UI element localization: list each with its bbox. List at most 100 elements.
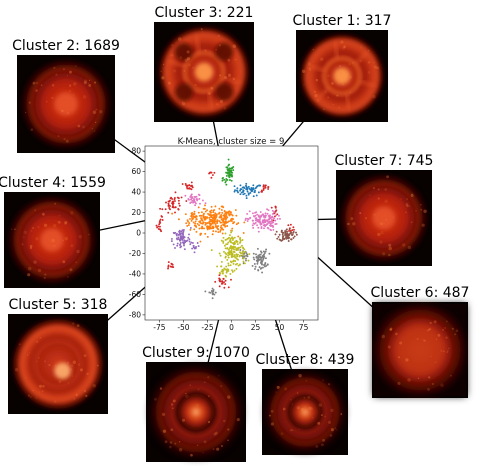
inset-grain — [29, 352, 30, 353]
inset-grain — [194, 84, 196, 86]
inset-grain — [190, 454, 193, 457]
inset-grain — [54, 400, 57, 403]
inset-grain — [55, 74, 57, 76]
data-point — [199, 241, 201, 243]
data-point — [203, 217, 205, 219]
inset-grain — [39, 385, 42, 388]
data-point — [239, 242, 241, 244]
data-point — [191, 188, 193, 190]
data-point — [267, 213, 269, 215]
data-point — [208, 214, 210, 216]
inset-grain — [399, 341, 402, 344]
data-point — [240, 246, 242, 248]
data-point — [270, 217, 272, 219]
x-tick-label: -75 — [153, 323, 165, 332]
inset-grain — [406, 205, 409, 208]
inset-grain — [31, 230, 33, 232]
inset-grain — [73, 94, 75, 96]
data-point — [204, 233, 206, 235]
inset-glow — [334, 68, 351, 85]
x-tick-label: 50 — [275, 323, 285, 332]
inset-grain — [321, 414, 323, 416]
inset-grain — [76, 250, 79, 253]
data-point — [214, 212, 216, 214]
data-point — [257, 269, 259, 271]
data-point — [225, 256, 227, 258]
inset-grain — [368, 50, 369, 51]
data-point — [185, 200, 187, 202]
data-point — [221, 212, 223, 214]
inset-grain — [51, 97, 53, 99]
data-point — [234, 243, 236, 245]
inset-grain — [368, 71, 371, 74]
data-point — [195, 231, 197, 233]
data-point — [228, 257, 230, 259]
data-point — [190, 199, 192, 201]
data-point — [225, 215, 227, 217]
data-point — [230, 279, 232, 281]
inset-grain — [219, 44, 221, 46]
inset-label: Cluster 1: 317 — [293, 13, 392, 29]
inset-grain — [346, 77, 349, 80]
inset-cluster1 — [296, 30, 388, 122]
data-point — [276, 223, 278, 225]
data-point — [234, 270, 236, 272]
data-point — [200, 215, 202, 217]
data-point — [231, 228, 233, 230]
inset-grain — [408, 246, 411, 249]
x-axis-ticks: -75 -50 -25 0 25 50 75 — [153, 320, 308, 332]
data-point — [215, 226, 217, 228]
data-point — [253, 216, 255, 218]
inset-grain — [430, 356, 432, 358]
inset-grain — [208, 92, 210, 94]
data-point — [247, 191, 249, 193]
data-point — [228, 165, 230, 167]
inset-grain — [205, 64, 208, 67]
inset-grain — [68, 382, 69, 383]
data-point — [260, 211, 262, 213]
inset-grain — [73, 82, 77, 86]
data-point — [212, 297, 214, 299]
y-tick-label: -40 — [129, 270, 141, 279]
inset-grain — [340, 413, 342, 415]
data-point — [220, 255, 222, 257]
data-point — [230, 241, 232, 243]
inset-core — [54, 363, 71, 380]
data-point — [179, 244, 181, 246]
data-point — [267, 188, 269, 190]
data-point — [243, 248, 245, 250]
inset-grain — [86, 373, 88, 375]
data-point — [167, 268, 169, 270]
inset-grain — [314, 94, 317, 97]
data-point — [212, 217, 214, 219]
data-point — [257, 260, 259, 262]
data-point — [212, 293, 214, 295]
inset-grain — [220, 100, 223, 103]
inset-grain — [97, 365, 99, 367]
inset-grain — [78, 363, 81, 366]
data-point — [222, 220, 224, 222]
data-point — [213, 172, 215, 174]
data-point — [176, 245, 178, 247]
inset-grain — [411, 194, 414, 197]
inset-grain — [450, 375, 452, 377]
inset-grain — [418, 378, 420, 380]
inset-grain — [384, 188, 387, 191]
data-point — [226, 259, 228, 261]
inset-grain — [44, 274, 46, 276]
data-point — [263, 254, 265, 256]
inset-label: Cluster 5: 318 — [9, 297, 108, 313]
inset-grain — [173, 69, 176, 72]
data-point — [272, 213, 274, 215]
inset-grain — [80, 368, 83, 371]
data-point — [206, 209, 208, 211]
data-point — [258, 216, 260, 218]
data-point — [265, 187, 267, 189]
inset-grain — [334, 427, 336, 429]
data-point — [199, 194, 201, 196]
data-point — [296, 234, 298, 236]
data-point — [230, 219, 232, 221]
data-point — [234, 237, 236, 239]
data-point — [184, 195, 186, 197]
data-point — [180, 242, 182, 244]
